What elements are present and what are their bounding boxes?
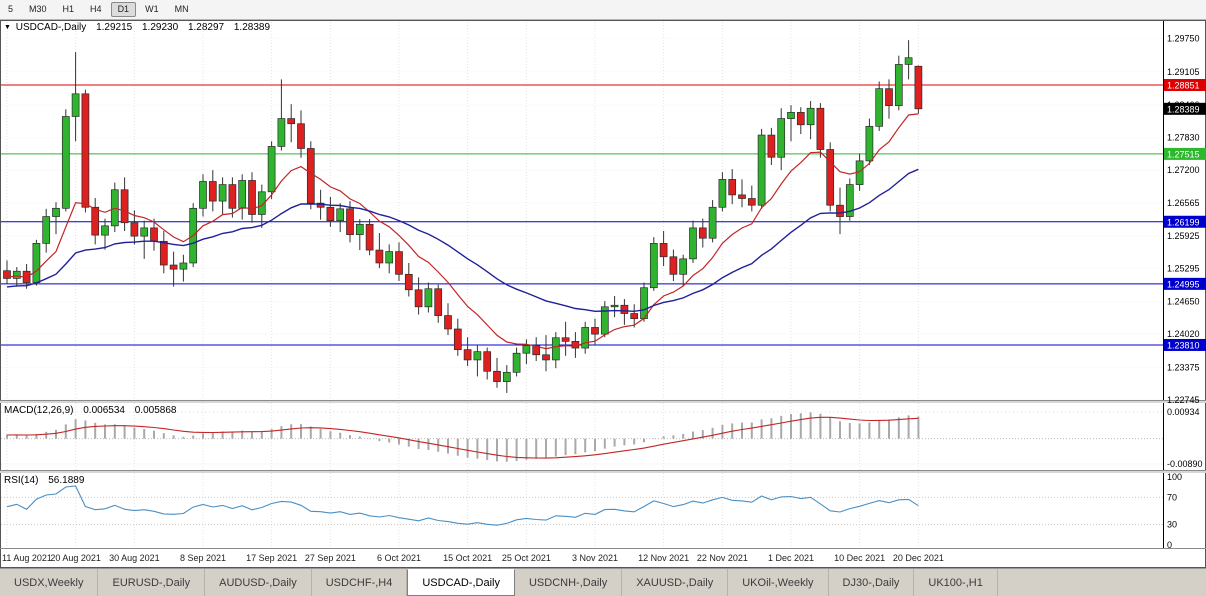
timeframe-button-h1[interactable]: H1	[62, 4, 75, 14]
price-badge-1-24995-label: 1.24995	[1167, 279, 1200, 289]
timeframe-button-m30[interactable]: M30	[29, 4, 47, 14]
rsi-line	[6, 485, 919, 526]
ema-fast-line	[6, 113, 919, 350]
timeframe-button-5[interactable]: 5	[8, 4, 14, 14]
date-label: 11 Aug 2021	[2, 553, 52, 563]
price-axis[interactable]: 1.297501.291051.284601.278301.272001.265…	[1164, 34, 1206, 405]
tab-eurusd-daily[interactable]: EURUSD-,Daily	[98, 569, 206, 596]
date-label: 20 Dec 2021	[893, 553, 944, 563]
symbol-marker-icon: ▼	[4, 24, 11, 31]
timeframe-button-d1[interactable]: D1	[110, 2, 137, 17]
timeframe-button-w1[interactable]: W1	[145, 4, 159, 14]
date-label: 30 Aug 2021	[109, 553, 160, 563]
price-tick-label: 1.25295	[1167, 263, 1200, 273]
macd-label: MACD(12,26,9)	[4, 405, 74, 416]
timeframe-toolbar: 5 M30 H1 H4 D1 W1 MN	[0, 0, 1206, 20]
rsi-axis-label: 100	[1167, 472, 1182, 482]
date-label: 8 Sep 2021	[180, 553, 226, 563]
macd-main-value: 0.006534	[83, 405, 125, 416]
date-label: 15 Oct 2021	[443, 553, 492, 563]
macd-signal-value: 0.005868	[134, 405, 177, 416]
timeframe-button-mn[interactable]: MN	[174, 4, 189, 14]
current-price-badge-label: 1.28389	[1167, 104, 1200, 114]
price-badge-1-23810	[1164, 338, 1206, 351]
date-label: 20 Aug 2021	[50, 553, 101, 563]
chart-tabs: USDX,Weekly EURUSD-,Daily AUDUSD-,Daily USD…	[0, 568, 1206, 596]
quote-low: 1.28297	[187, 22, 225, 33]
rsi-panel-label: RSI(14) 56.1889	[4, 475, 84, 487]
price-badge-1-26199-label: 1.26199	[1167, 217, 1200, 227]
price-tick-label: 1.27830	[1167, 133, 1200, 143]
rsi-axis-label: 30	[1167, 520, 1177, 530]
price-tick-label: 1.24650	[1167, 297, 1200, 307]
price-tick-label: 1.29105	[1167, 67, 1200, 77]
price-badge-1-23810-label: 1.23810	[1167, 340, 1200, 350]
tab-uk100-h1[interactable]: UK100-,H1	[914, 569, 998, 596]
chart-title: ▼ USDCAD-,Daily 1.29215 1.29230 1.28297 …	[4, 22, 270, 34]
rsi-axis-label: 70	[1167, 492, 1177, 502]
price-badge-1-28851-label: 1.28851	[1167, 81, 1200, 91]
tab-dj30-daily[interactable]: DJ30-,Daily	[829, 569, 915, 596]
indicator-axis[interactable]: 0.00934 -0.00890 100 70 30 0	[1167, 407, 1203, 550]
price-tick-label: 1.26565	[1167, 198, 1200, 208]
chart-canvas[interactable]: 1.297501.291051.284601.278301.272001.265…	[0, 20, 1206, 568]
price-tick-label: 1.24020	[1167, 329, 1200, 339]
price-badge-1-27515-label: 1.27515	[1167, 149, 1200, 159]
rsi-label: RSI(14)	[4, 475, 39, 486]
date-label: 10 Dec 2021	[834, 553, 885, 563]
price-badge-1-27515	[1164, 147, 1206, 160]
tab-xauusd-daily[interactable]: XAUUSD-,Daily	[622, 569, 729, 596]
macd-axis-label: 0.00934	[1167, 407, 1200, 417]
date-label: 6 Oct 2021	[377, 553, 421, 563]
tab-audusd-daily[interactable]: AUDUSD-,Daily	[205, 569, 312, 596]
price-tick-label: 1.25925	[1167, 231, 1200, 241]
macd-panel-label: MACD(12,26,9) 0.006534 0.005868	[4, 405, 176, 417]
ema-slow-line	[6, 168, 919, 313]
macd-signal-line	[6, 416, 919, 459]
quote-high: 1.29230	[142, 22, 179, 33]
date-label: 3 Nov 2021	[572, 553, 618, 563]
tab-usdx-weekly[interactable]: USDX,Weekly	[0, 569, 99, 596]
price-tick-label: 1.29750	[1167, 34, 1200, 44]
price-tick-label: 1.27200	[1167, 165, 1200, 175]
price-tick-label: 1.23375	[1167, 362, 1200, 372]
tab-ukoil-weekly[interactable]: UKOil-,Weekly	[728, 569, 829, 596]
tab-usdcad-daily[interactable]: USDCAD-,Daily	[407, 569, 515, 596]
price-badge-1-28851	[1164, 79, 1206, 92]
rsi-value: 56.1889	[48, 475, 85, 486]
rsi-axis-label: 0	[1167, 540, 1172, 550]
quote-close: 1.28389	[233, 22, 271, 33]
date-label: 22 Nov 2021	[697, 553, 748, 563]
tab-usdcnh-daily[interactable]: USDCNH-,Daily	[515, 569, 623, 596]
tab-usdchf-h4[interactable]: USDCHF-,H4	[312, 569, 408, 596]
price-badge-1-26199	[1164, 215, 1206, 228]
timeframe-button-h4[interactable]: H4	[90, 4, 102, 14]
date-label: 1 Dec 2021	[768, 553, 814, 563]
macd-axis-label: -0.00890	[1167, 459, 1203, 469]
current-price-badge	[1164, 102, 1206, 115]
quote-open: 1.29215	[96, 22, 133, 33]
chart-window[interactable]: 1.297501.291051.284601.278301.272001.265…	[0, 20, 1206, 568]
date-label: 12 Nov 2021	[638, 553, 689, 563]
price-badge-1-24995	[1164, 277, 1206, 290]
date-label: 17 Sep 2021	[246, 553, 297, 563]
price-tick-label: 1.22745	[1167, 395, 1200, 405]
date-label: 27 Sep 2021	[305, 553, 356, 563]
chart-symbol-period: USDCAD-,Daily	[15, 22, 87, 33]
date-label: 25 Oct 2021	[502, 553, 551, 563]
